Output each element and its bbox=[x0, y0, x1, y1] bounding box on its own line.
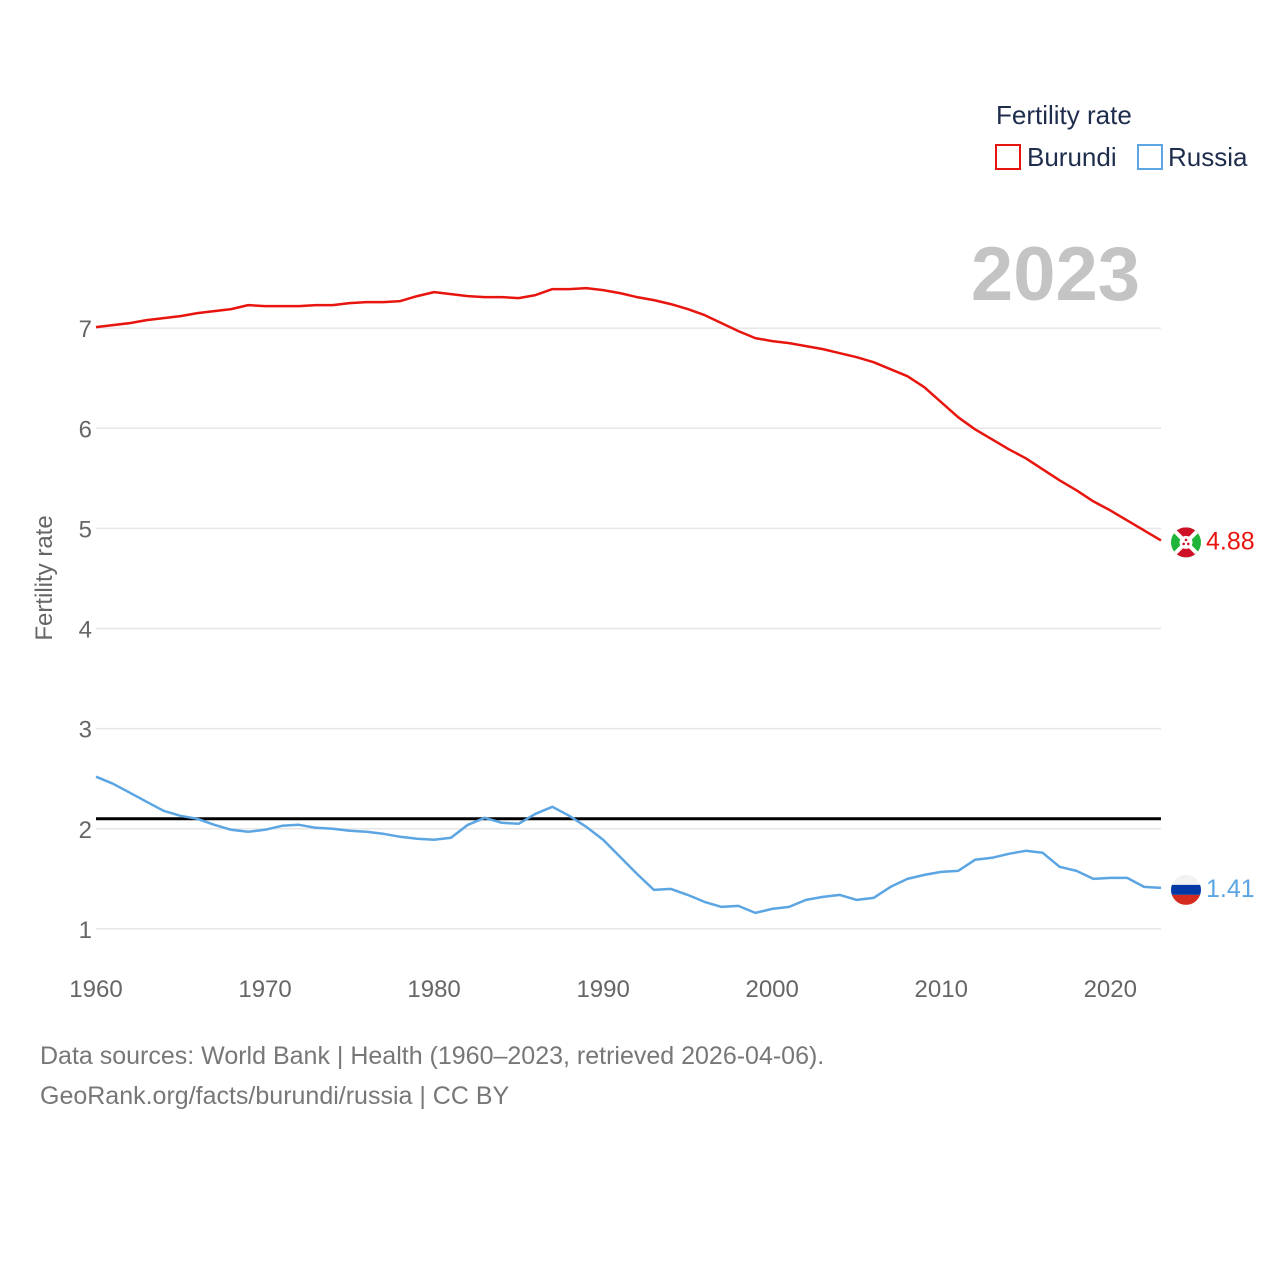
x-tick-label-2000: 2000 bbox=[745, 976, 798, 1003]
y-tick-label-3: 3 bbox=[79, 717, 92, 744]
legend-label-russia: Russia bbox=[1168, 142, 1248, 172]
y-tick-label-1: 1 bbox=[79, 917, 92, 944]
footer-sources: Data sources: World Bank | Health (1960–… bbox=[40, 1042, 825, 1070]
legend-item-burundi[interactable]: Burundi bbox=[995, 142, 1117, 172]
x-tick-label-1990: 1990 bbox=[576, 976, 629, 1003]
legend-label-burundi: Burundi bbox=[1027, 142, 1117, 172]
y-axis-ticks: 1 2 3 4 5 6 7 bbox=[79, 316, 92, 944]
legend-title: Fertility rate bbox=[996, 100, 1132, 130]
russia-flag-icon bbox=[1171, 874, 1201, 905]
x-tick-label-2020: 2020 bbox=[1084, 976, 1137, 1003]
legend-swatch-burundi bbox=[995, 144, 1021, 170]
series-lines bbox=[95, 286, 1162, 915]
x-tick-label-1960: 1960 bbox=[69, 976, 122, 1003]
x-tick-label-2010: 2010 bbox=[915, 976, 968, 1003]
end-value-label-burundi: 4.88 bbox=[1206, 527, 1255, 555]
end-markers: 4.88 1.41 bbox=[1171, 527, 1255, 905]
year-label: 2023 bbox=[971, 232, 1140, 317]
x-tick-label-1970: 1970 bbox=[238, 976, 291, 1003]
series-line-burundi bbox=[95, 286, 1162, 542]
x-tick-label-1980: 1980 bbox=[407, 976, 460, 1003]
legend-item-russia[interactable]: Russia bbox=[1137, 142, 1248, 172]
y-tick-label-5: 5 bbox=[79, 516, 92, 543]
y-tick-label-6: 6 bbox=[79, 416, 92, 443]
legend-swatch-russia bbox=[1137, 144, 1163, 170]
y-tick-label-2: 2 bbox=[79, 817, 92, 844]
y-axis-title: Fertility rate bbox=[31, 515, 58, 640]
series-line-russia bbox=[95, 775, 1162, 915]
grid bbox=[96, 327, 1161, 930]
y-tick-label-7: 7 bbox=[79, 316, 92, 343]
end-value-label-russia: 1.41 bbox=[1206, 875, 1255, 903]
legend: Fertility rate Burundi Russia bbox=[995, 100, 1248, 172]
footer-license: GeoRank.org/facts/burundi/russia | CC BY bbox=[40, 1082, 510, 1110]
x-axis-ticks: 1960 1970 1980 1990 2000 2010 2020 bbox=[69, 976, 1137, 1003]
burundi-flag-icon bbox=[1171, 527, 1201, 558]
y-tick-label-4: 4 bbox=[79, 617, 92, 644]
